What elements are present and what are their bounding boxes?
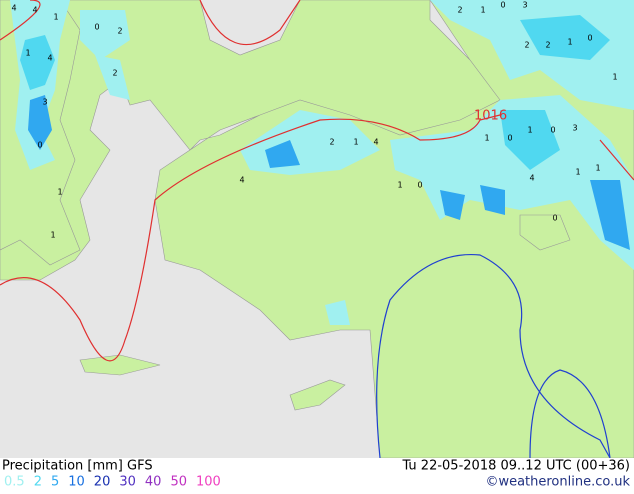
point-label: 1	[575, 168, 580, 177]
point-label: 0	[507, 134, 512, 143]
precip-area	[95, 55, 130, 100]
legend-value: 40	[145, 475, 162, 490]
point-label: 0	[37, 141, 42, 150]
precip-area	[265, 140, 300, 168]
precip-area	[390, 95, 634, 270]
point-label: 1	[397, 181, 402, 190]
land-area	[289, 379, 346, 411]
point-label: 2	[117, 27, 122, 36]
precip-area	[325, 300, 350, 325]
isobar	[0, 0, 634, 362]
point-label: 0	[417, 181, 422, 190]
footer-datetime: Tu 22-05-2018 09..12 UTC (00+36)	[401, 459, 630, 474]
precip-area	[28, 95, 52, 150]
isobar	[376, 253, 611, 459]
point-label: 0	[500, 1, 505, 10]
point-label: 2	[112, 69, 117, 78]
point-label: 4	[373, 138, 378, 147]
precip-area	[20, 35, 55, 90]
isobar-label: 1016	[474, 109, 507, 124]
point-label: 1	[353, 138, 358, 147]
point-label: 4	[32, 6, 37, 15]
legend-value: 10	[68, 475, 85, 490]
point-label: 0	[552, 214, 557, 223]
footer-title: Precipitation [mm] GFS	[2, 459, 153, 474]
point-label: 1	[595, 164, 600, 173]
point-label: 3	[572, 124, 577, 133]
legend: 0.5 2 5 10 20 30 40 50 100	[4, 475, 221, 490]
precip-area	[500, 110, 560, 170]
point-label: 4	[239, 176, 244, 185]
point-label: 1	[567, 38, 572, 47]
point-label: 1	[57, 188, 62, 197]
point-label: 0	[94, 23, 99, 32]
legend-value: 50	[170, 475, 187, 490]
point-label: 1	[25, 49, 30, 58]
precip-area	[80, 10, 130, 60]
point-label: 4	[529, 174, 534, 183]
legend-value: 20	[94, 475, 111, 490]
precip-area	[480, 185, 505, 215]
point-label: 1	[612, 73, 617, 82]
point-label: 4	[47, 54, 52, 63]
point-label: 1	[484, 134, 489, 143]
precip-area	[520, 15, 610, 60]
legend-value: 30	[119, 475, 136, 490]
precip-area	[590, 180, 630, 250]
point-label: 4	[11, 4, 16, 13]
point-label: 2	[524, 41, 529, 50]
precipitation	[10, 0, 634, 325]
point-label: 2	[457, 6, 462, 15]
point-label: 1	[53, 13, 58, 22]
precip-area	[440, 190, 465, 220]
point-label: 1	[50, 231, 55, 240]
point-label: 3	[42, 98, 47, 107]
point-label: 2	[329, 138, 334, 147]
land-area	[519, 214, 571, 251]
point-label: 2	[545, 41, 550, 50]
legend-value: 5	[51, 475, 59, 490]
point-label: 1	[480, 6, 485, 15]
legend-value: 2	[34, 475, 42, 490]
isobars	[0, 0, 634, 459]
point-label: 0	[587, 34, 592, 43]
legend-value: 100	[196, 475, 221, 490]
footer-credit: ©weatheronline.co.uk	[485, 475, 630, 490]
point-labels: 4 4 1 0 2 1 4 2 3 0 1 1 2 1 0 3 2 1 0 2 1 2 1 4 4 1 0 1 0 1 0 3 1 1 4 0	[11, 1, 617, 240]
legend-value: 0.5	[4, 475, 25, 490]
point-label: 0	[550, 126, 555, 135]
point-label: 3	[522, 1, 527, 10]
land-area	[79, 354, 161, 376]
point-label: 1	[527, 126, 532, 135]
footer-bg	[0, 458, 634, 490]
